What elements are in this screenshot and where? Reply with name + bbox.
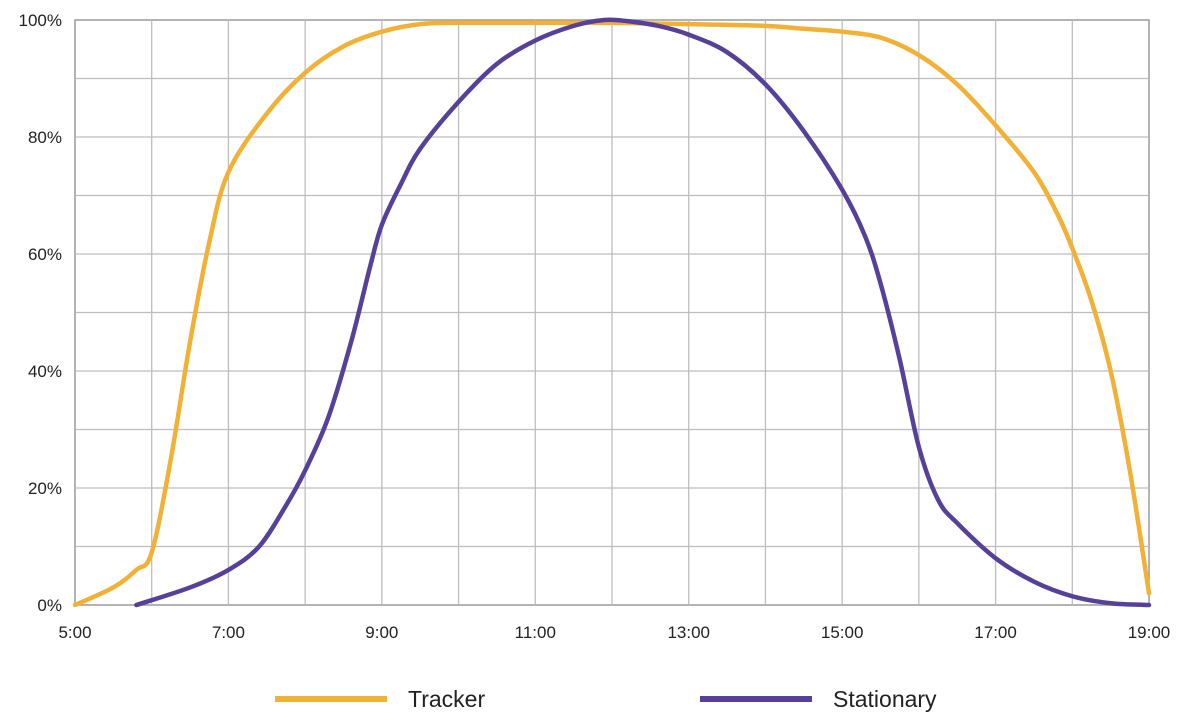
stationary-legend-label: Stationary (833, 686, 937, 712)
tracker-series-line (72, 20, 1152, 608)
x-tick-label: 15:00 (821, 623, 864, 642)
x-tick-label: 13:00 (667, 623, 710, 642)
x-tick-label: 5:00 (58, 623, 91, 642)
legend: Tracker Stationary (275, 686, 937, 712)
axes: 5:00 7:00 9:00 11:00 13:00 15:00 17:00 19:00 0% 2… (19, 11, 1171, 642)
y-tick-label: 20% (28, 479, 62, 498)
y-tick-label: 100% (19, 11, 62, 30)
x-tick-label: 7:00 (212, 623, 245, 642)
x-tick-label: 19:00 (1128, 623, 1171, 642)
stationary-series-line (134, 17, 1152, 608)
grid (74, 19, 1150, 606)
y-tick-label: 40% (28, 362, 62, 381)
x-tick-label: 11:00 (515, 623, 556, 642)
y-tick-label: 60% (28, 245, 62, 264)
x-tick-label: 9:00 (365, 623, 398, 642)
series-lines (72, 17, 1152, 608)
tracker-legend-label: Tracker (408, 686, 485, 712)
x-tick-label: 17:00 (974, 623, 1017, 642)
y-tick-label: 0% (37, 596, 62, 615)
y-tick-label: 80% (28, 128, 62, 147)
